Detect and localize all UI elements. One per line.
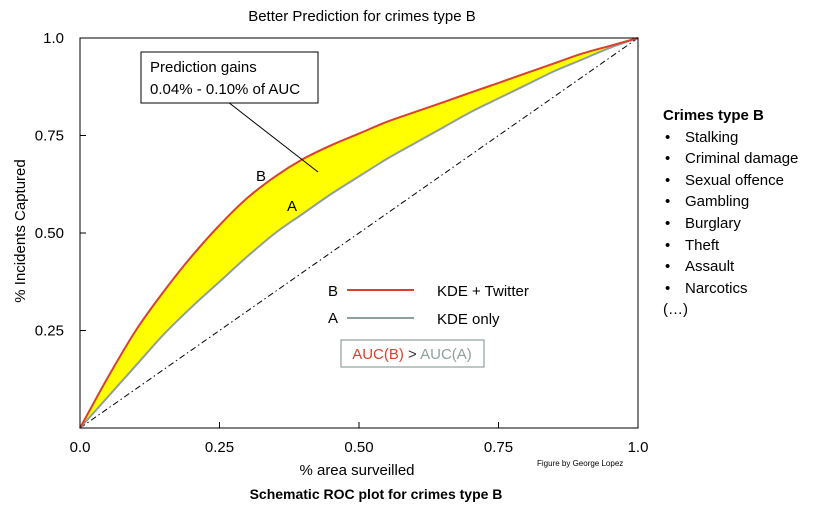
y-tick-label: 1.0 (43, 30, 64, 47)
auc-comparison: AUC(B) > AUC(A) (340, 339, 485, 368)
legend-tag-b: B (328, 283, 338, 300)
crime-types-panel: Crimes type B Stalking Criminal damage S… (663, 105, 798, 321)
series-line-kde-only (79, 37, 639, 429)
list-item: Burglary (663, 213, 798, 235)
legend-entry-kde-twitter: KDE + Twitter (437, 283, 529, 300)
figure-credit: Figure by George Lopez (537, 459, 623, 468)
y-axis-ticks: 0.25 0.50 0.75 1.0 (35, 30, 86, 340)
list-item: Gambling (663, 191, 798, 213)
x-tick-label: 1.0 (628, 439, 649, 456)
legend-tag-a: A (328, 310, 338, 327)
list-item: Stalking (663, 127, 798, 149)
x-tick-label: 0.25 (205, 439, 234, 456)
auc-a: AUC(A) (420, 346, 472, 363)
annotation-box (140, 51, 319, 104)
annotation-line-1: Prediction gains (150, 59, 257, 76)
x-axis-label: % area surveilled (299, 462, 414, 479)
chart-title: Better Prediction for crimes type B (248, 8, 476, 25)
list-more: (…) (663, 301, 688, 319)
series-line-kde-twitter (79, 37, 639, 429)
annotation-line-2: 0.04% - 0.10% of AUC (150, 81, 300, 98)
x-axis-ticks: 0.0 0.25 0.50 0.75 1.0 (70, 422, 649, 456)
auc-op: > (404, 346, 420, 363)
list-item: Criminal damage (663, 148, 798, 170)
list-item: Sexual offence (663, 170, 798, 192)
auc-text: AUC(B) > AUC(A) (352, 346, 472, 363)
random-baseline (79, 37, 639, 429)
y-axis-label: % Incidents Captured (12, 159, 29, 302)
list-item: Narcotics (663, 278, 798, 300)
y-tick-label: 0.50 (35, 225, 64, 242)
crime-types-list: Stalking Criminal damage Sexual offence … (663, 127, 798, 300)
legend-entry-kde-only: KDE only (437, 311, 500, 328)
annotation-pointer (227, 101, 319, 173)
list-item: Theft (663, 235, 798, 257)
auc-box (340, 339, 485, 368)
figure-caption: Schematic ROC plot for crimes type B (249, 486, 503, 502)
y-tick-label: 0.75 (35, 128, 64, 145)
list-item: Assault (663, 256, 798, 278)
curve-label-b: B (256, 168, 266, 185)
x-tick-label: 0.75 (484, 439, 513, 456)
gain-annotation: Prediction gains 0.04% - 0.10% of AUC (140, 51, 319, 173)
legend: B KDE + Twitter A KDE only (328, 283, 529, 328)
auc-b: AUC(B) (352, 346, 404, 363)
crime-types-title: Crimes type B (663, 107, 764, 124)
x-tick-label: 0.50 (344, 439, 373, 456)
curve-label-a: A (287, 198, 297, 215)
y-tick-label: 0.25 (35, 323, 64, 340)
x-tick-label: 0.0 (70, 439, 91, 456)
